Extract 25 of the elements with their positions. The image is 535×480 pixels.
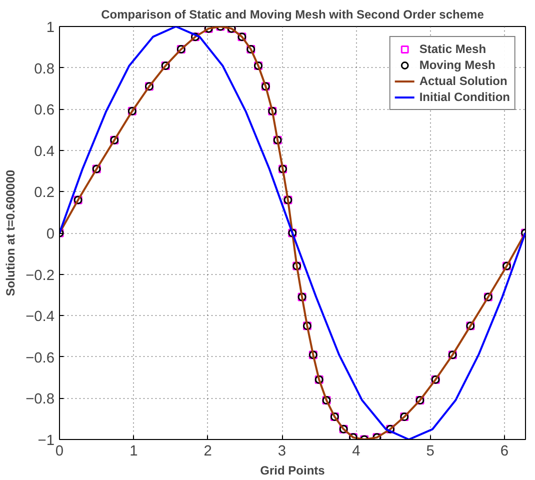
legend-label: Moving Mesh <box>419 57 496 73</box>
x-tick-label: 6 <box>500 444 509 460</box>
y-tick-label: −1 <box>38 433 55 449</box>
y-tick-label: 0.6 <box>34 102 54 119</box>
y-tick-label: −0.4 <box>26 309 55 326</box>
y-tick-label: 0.8 <box>34 61 54 78</box>
x-tick-label: 1 <box>130 444 138 460</box>
y-tick-label: 1 <box>46 20 55 36</box>
line-series <box>60 26 526 440</box>
x-tick-label: 2 <box>204 444 212 460</box>
y-tick-label: −0.8 <box>26 392 55 408</box>
legend-label: Static Mesh <box>419 41 486 57</box>
y-axis-title: Solution at t=0.600000 <box>4 169 18 296</box>
legend-label: Initial Condition <box>419 89 510 105</box>
chart-title: Comparison of Static and Moving Mesh with Second Order scheme <box>101 8 484 22</box>
x-tick-label: 4 <box>352 444 360 460</box>
y-tick-label: 0 <box>46 226 55 242</box>
legend-label: Actual Solution <box>419 73 508 89</box>
x-tick-label: 5 <box>426 444 434 460</box>
x-axis-title: Grid Points <box>260 464 326 478</box>
y-tick-label: −0.2 <box>26 268 55 284</box>
x-tick-label: 3 <box>278 444 286 460</box>
y-tick-label: 0.4 <box>34 144 54 160</box>
y-tick-label: −0.6 <box>26 350 55 366</box>
y-tick-label: 0.2 <box>34 185 54 202</box>
